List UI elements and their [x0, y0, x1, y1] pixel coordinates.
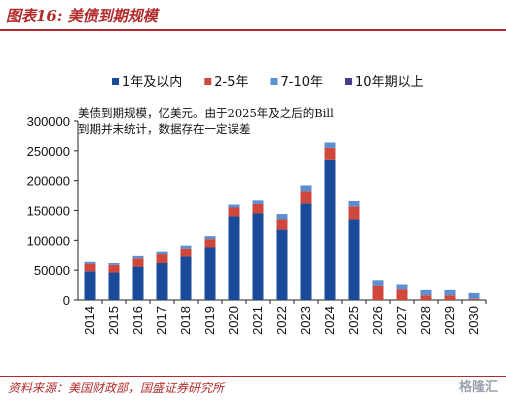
- bar-segment-2: [228, 207, 240, 217]
- x-tick-label: 2014: [82, 306, 97, 335]
- bar-segment-2: [156, 254, 168, 264]
- bar-segment-2: [180, 248, 192, 257]
- x-tick-label: 2020: [226, 306, 241, 335]
- y-tick-label: 150000: [27, 204, 70, 219]
- bar-segment-2: [108, 264, 120, 273]
- bar-segment-1: [156, 263, 168, 300]
- x-tick-label: 2021: [250, 306, 265, 335]
- y-tick-label: 50000: [34, 263, 70, 278]
- footer-rule: [0, 376, 506, 377]
- chart-annotation-line: 到期并未统计，数据存在一定误差: [78, 122, 251, 136]
- title-rule: [0, 29, 506, 31]
- chart-annotation-line: 美债到期规模，亿美元。由于2025年及之后的Bill: [78, 106, 334, 120]
- bar-segment-2: [204, 239, 216, 248]
- x-tick-label: 2018: [178, 306, 193, 335]
- x-tick-label: 2019: [202, 306, 217, 335]
- x-tick-label: 2022: [274, 306, 289, 335]
- x-tick-label: 2030: [466, 306, 481, 335]
- x-tick-label: 2026: [370, 306, 385, 335]
- legend-label-4: 10年期以上: [355, 75, 424, 90]
- x-tick-label: 2025: [346, 306, 361, 335]
- bar-segment-1: [276, 229, 288, 300]
- bar-segment-2: [84, 263, 96, 272]
- bar-segment-1: [204, 247, 216, 300]
- bar-segment-3: [420, 289, 432, 296]
- bar-segment-3: [444, 289, 456, 296]
- legend-swatch-3: [270, 78, 278, 85]
- bar-segment-3: [108, 263, 120, 265]
- bar-segment-2: [252, 203, 264, 214]
- bar-segment-2: [444, 295, 456, 300]
- legend-swatch-4: [345, 78, 353, 85]
- bar-segment-2: [324, 147, 336, 160]
- bar-segment-2: [420, 295, 432, 300]
- bar-segment-1: [300, 203, 312, 300]
- bar-segment-3: [300, 185, 312, 192]
- bar-segment-1: [228, 216, 240, 300]
- bar-segment-2: [396, 289, 408, 300]
- x-tick-label: 2017: [154, 306, 169, 335]
- legend-label-2: 2-5年: [214, 75, 248, 90]
- bar-segment-3: [324, 142, 336, 148]
- bar-segment-2: [468, 298, 480, 300]
- x-tick-label: 2016: [130, 306, 145, 335]
- bar-segment-2: [132, 258, 144, 267]
- bar-segment-3: [132, 255, 144, 259]
- bar-segment-3: [84, 261, 96, 264]
- figure-title: 图表16: 美债到期规模: [6, 7, 158, 25]
- bar-segment-1: [84, 271, 96, 300]
- x-tick-label: 2028: [418, 306, 433, 335]
- bar-segment-1: [132, 266, 144, 300]
- bar-segment-3: [276, 214, 288, 220]
- bar-segment-2: [300, 191, 312, 204]
- stacked-bar-chart: 0 50000 100000 150000 200000 250000 300000 2014…: [27, 74, 487, 335]
- bar-segment-2: [372, 285, 384, 300]
- legend-label-1: 1年及以内: [122, 74, 182, 90]
- bar-segment-1: [180, 256, 192, 300]
- bar-segment-2: [348, 206, 360, 220]
- source-note: 资料来源：美国财政部，国盛证券研究所: [8, 381, 225, 395]
- x-tick-label: 2027: [394, 306, 409, 335]
- y-tick-label: 200000: [27, 174, 70, 189]
- watermark-text: 格隆汇: [458, 380, 498, 395]
- bar-segment-3: [396, 284, 408, 290]
- bar-segment-3: [204, 236, 216, 240]
- bar-segment-3: [228, 204, 240, 208]
- bar-segment-3: [156, 251, 168, 255]
- y-tick-label: 300000: [27, 114, 70, 129]
- legend-swatch-1: [112, 78, 119, 85]
- y-tick-label: 250000: [27, 144, 70, 159]
- bar-segment-3: [252, 200, 264, 204]
- bar-segment-1: [324, 159, 336, 300]
- bar-segment-3: [468, 292, 480, 299]
- x-tick-label: 2029: [442, 306, 457, 335]
- legend-label-3: 7-10年: [281, 75, 324, 90]
- bar-segment-1: [108, 272, 120, 300]
- bar-segment-2: [276, 219, 288, 230]
- y-tick-label: 100000: [27, 233, 70, 248]
- bar-segment-3: [348, 200, 360, 207]
- bar-segment-3: [180, 245, 192, 249]
- bar-segment-1: [348, 219, 360, 300]
- x-tick-label: 2023: [298, 306, 313, 335]
- y-tick-label: 0: [63, 293, 70, 308]
- bar-segment-3: [372, 280, 384, 286]
- bar-segment-1: [252, 213, 264, 300]
- x-tick-label: 2024: [322, 306, 337, 335]
- x-tick-label: 2015: [106, 306, 121, 335]
- legend-swatch-2: [204, 78, 212, 85]
